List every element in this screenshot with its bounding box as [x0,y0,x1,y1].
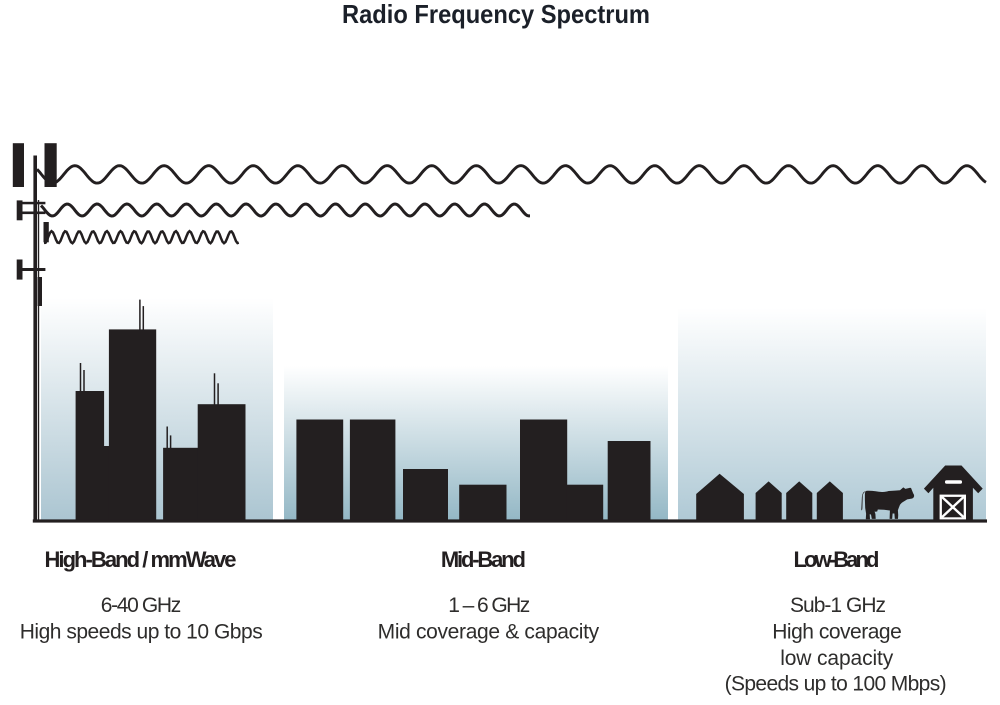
svg-text:6-40 GHz: 6-40 GHz [101,594,182,617]
svg-text:(Speeds up to 100 Mbps): (Speeds up to 100 Mbps) [725,673,947,696]
svg-text:Low-Band: Low-Band [794,547,880,572]
svg-text:Radio Frequency Spectrum: Radio Frequency Spectrum [342,0,650,29]
svg-text:High-Band / mmWave: High-Band / mmWave [45,547,237,572]
svg-text:low capacity: low capacity [780,647,894,670]
svg-text:High speeds up to 10 Gbps: High speeds up to 10 Gbps [20,621,263,644]
svg-text:Mid coverage & capacity: Mid coverage & capacity [378,621,600,644]
svg-text:1 – 6 GHz: 1 – 6 GHz [448,594,530,617]
svg-text:Mid-Band: Mid-Band [441,547,526,572]
svg-text:Sub-1 GHz: Sub-1 GHz [790,594,886,617]
svg-text:High coverage: High coverage [772,621,902,644]
